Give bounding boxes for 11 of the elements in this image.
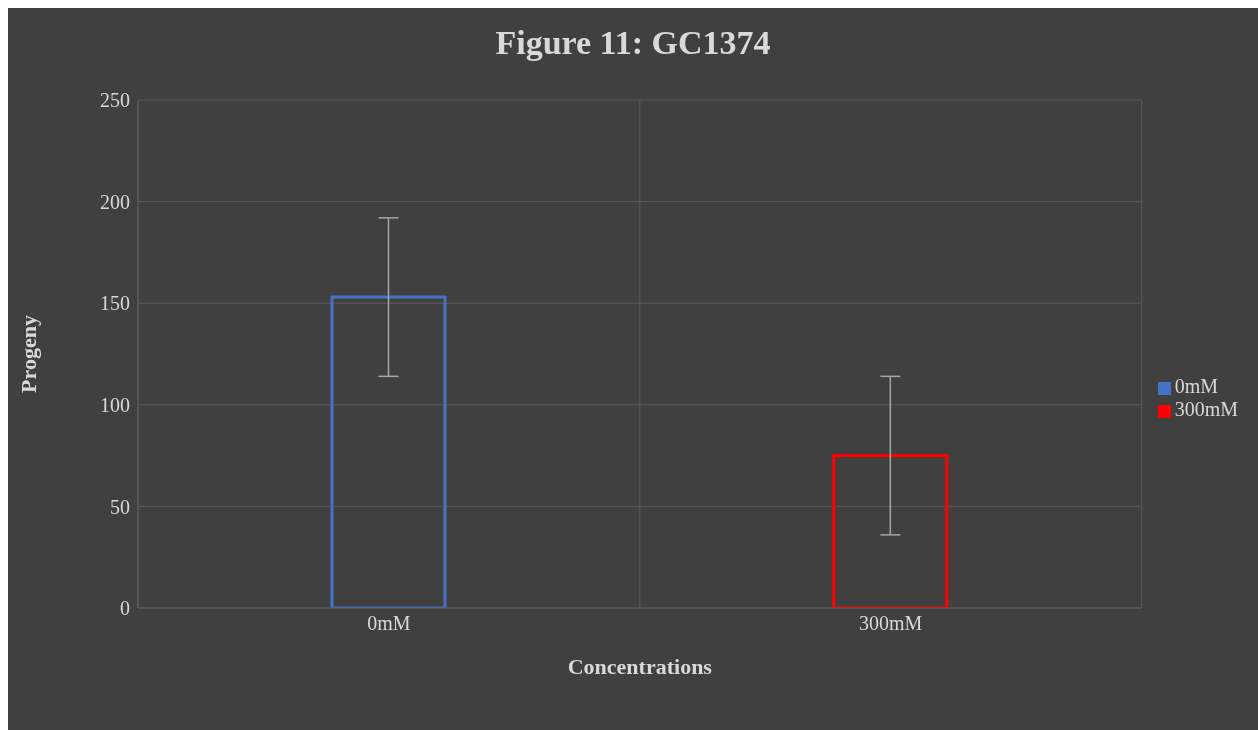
legend-label: 300mM	[1174, 398, 1238, 420]
chart-title: Figure 11: GC1374	[494, 24, 772, 62]
legend-label: 0mM	[1174, 375, 1218, 397]
y-tick-label: 250	[100, 89, 130, 112]
y-axis-title: Progeny	[15, 315, 41, 393]
y-tick-label: 200	[100, 190, 130, 213]
y-tick-label: 0	[120, 597, 130, 620]
y-tick-label: 100	[100, 393, 130, 416]
y-tick-label: 150	[100, 292, 130, 315]
y-tick-label: 50	[110, 495, 130, 518]
x-axis-title: Concentrations	[567, 654, 713, 679]
